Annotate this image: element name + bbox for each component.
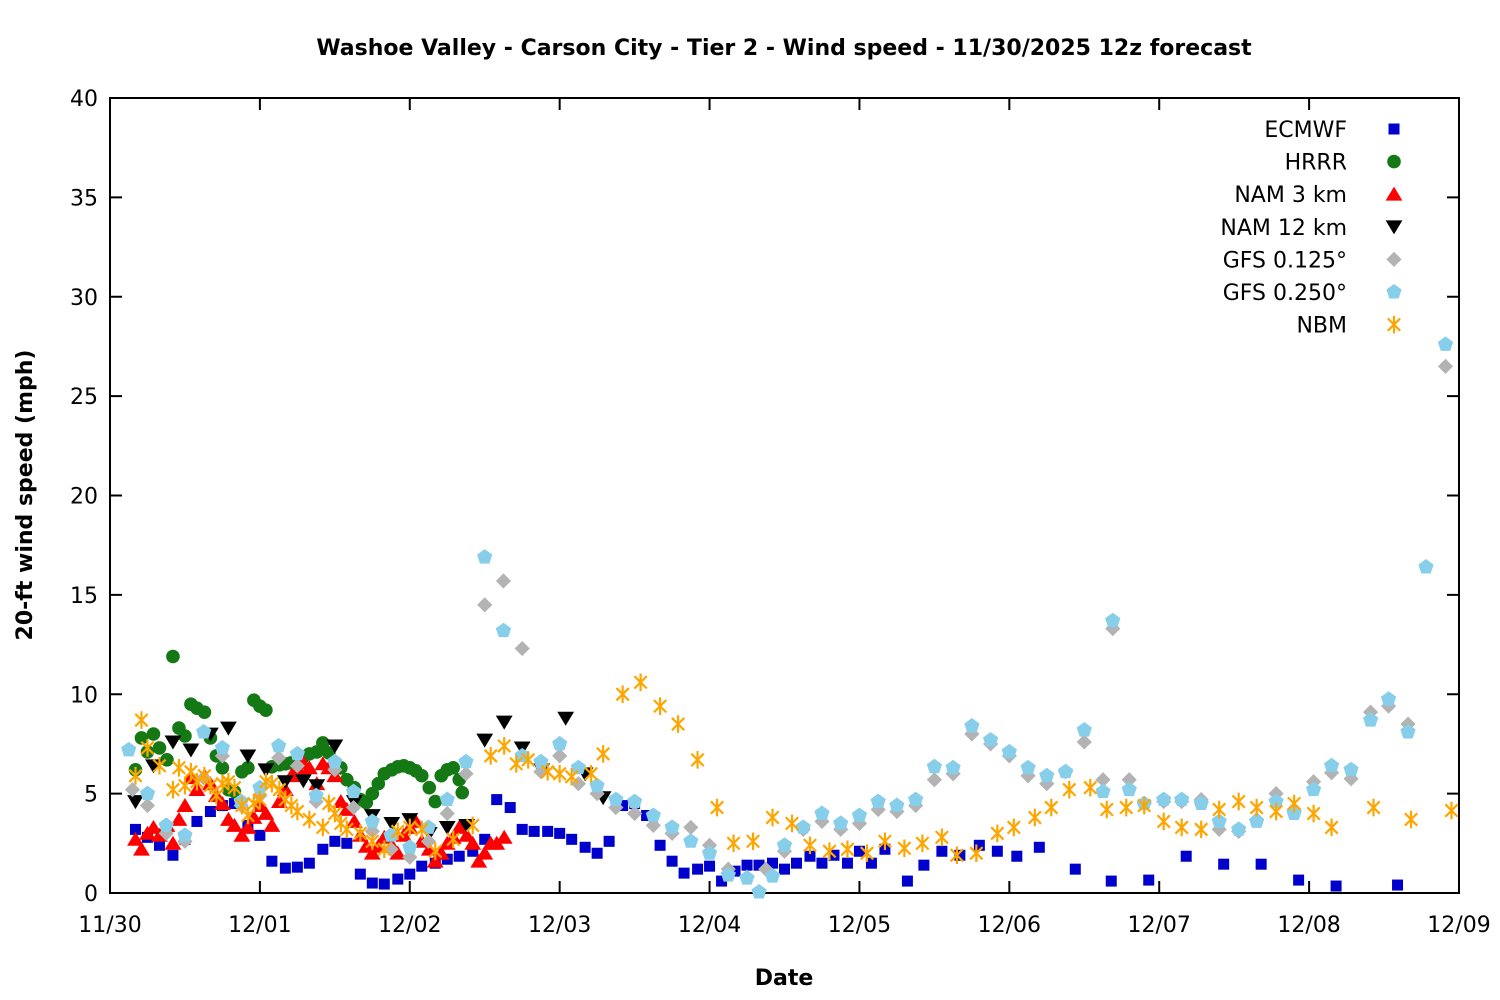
x-tick-label: 12/02 <box>378 913 441 938</box>
triangle-down-icon <box>1385 220 1403 235</box>
legend-label: GFS 0.125° <box>1223 248 1347 273</box>
legend-label: NAM 3 km <box>1234 183 1347 208</box>
diamond-icon <box>1386 251 1402 267</box>
pentagon-icon <box>1386 284 1402 299</box>
y-tick-label: 5 <box>84 783 98 808</box>
x-tick-label: 12/03 <box>528 913 591 938</box>
legend-label: GFS 0.250° <box>1223 281 1347 306</box>
x-tick-label: 12/06 <box>978 913 1041 938</box>
series-gfs-0-250- <box>121 336 1454 899</box>
legend-item-hrrr: HRRR <box>1285 151 1401 176</box>
y-axis-label: 20-ft wind speed (mph) <box>13 350 38 641</box>
legend-item-nbm: NBM <box>1296 314 1401 339</box>
y-tick-label: 20 <box>70 485 98 510</box>
series-ecmwf <box>129 794 1404 892</box>
x-tick-label: 12/04 <box>678 913 741 938</box>
x-tick-label: 12/05 <box>828 913 891 938</box>
legend-item-nam-3-km: NAM 3 km <box>1234 183 1403 208</box>
x-tick-label: 12/09 <box>1427 913 1490 938</box>
x-axis-label: Date <box>755 966 814 991</box>
legend-label: ECMWF <box>1264 118 1347 143</box>
square-icon <box>1388 123 1400 135</box>
legend-item-gfs-0-125-: GFS 0.125° <box>1223 248 1402 273</box>
x-tick-label: 11/30 <box>78 913 141 938</box>
legend-item-nam-12-km: NAM 12 km <box>1220 216 1403 241</box>
legend-label: NAM 12 km <box>1220 216 1347 241</box>
legend-item-gfs-0-250-: GFS 0.250° <box>1223 281 1402 306</box>
y-tick-label: 35 <box>70 186 98 211</box>
x-tick-label: 12/07 <box>1128 913 1191 938</box>
y-tick-label: 25 <box>70 385 98 410</box>
chart-legend: ECMWF HRRR NAM 3 km NAM 12 km GFS 0.125° GFS … <box>1220 118 1403 339</box>
asterisk-icon <box>1387 315 1401 334</box>
series-hrrr <box>128 649 470 810</box>
series-nbm <box>128 673 1459 865</box>
legend-label: NBM <box>1296 314 1347 339</box>
legend-item-ecmwf: ECMWF <box>1264 118 1400 143</box>
x-tick-label: 12/08 <box>1277 913 1340 938</box>
legend-label: HRRR <box>1285 151 1347 176</box>
y-tick-label: 0 <box>84 882 98 907</box>
plot-axes: 11/30 12/01 12/02 12/03 12/04 12/05 12/06 12/07… <box>70 87 1491 938</box>
chart-title: Washoe Valley - Carson City - Tier 2 - W… <box>316 36 1252 61</box>
y-tick-label: 40 <box>70 87 98 112</box>
y-tick-label: 10 <box>70 683 98 708</box>
x-tick-label: 12/01 <box>228 913 291 938</box>
triangle-up-icon <box>1385 186 1403 201</box>
y-tick-label: 15 <box>70 584 98 609</box>
y-tick-label: 30 <box>70 286 98 311</box>
circle-icon <box>1387 154 1401 169</box>
data-points-layer <box>121 336 1459 899</box>
